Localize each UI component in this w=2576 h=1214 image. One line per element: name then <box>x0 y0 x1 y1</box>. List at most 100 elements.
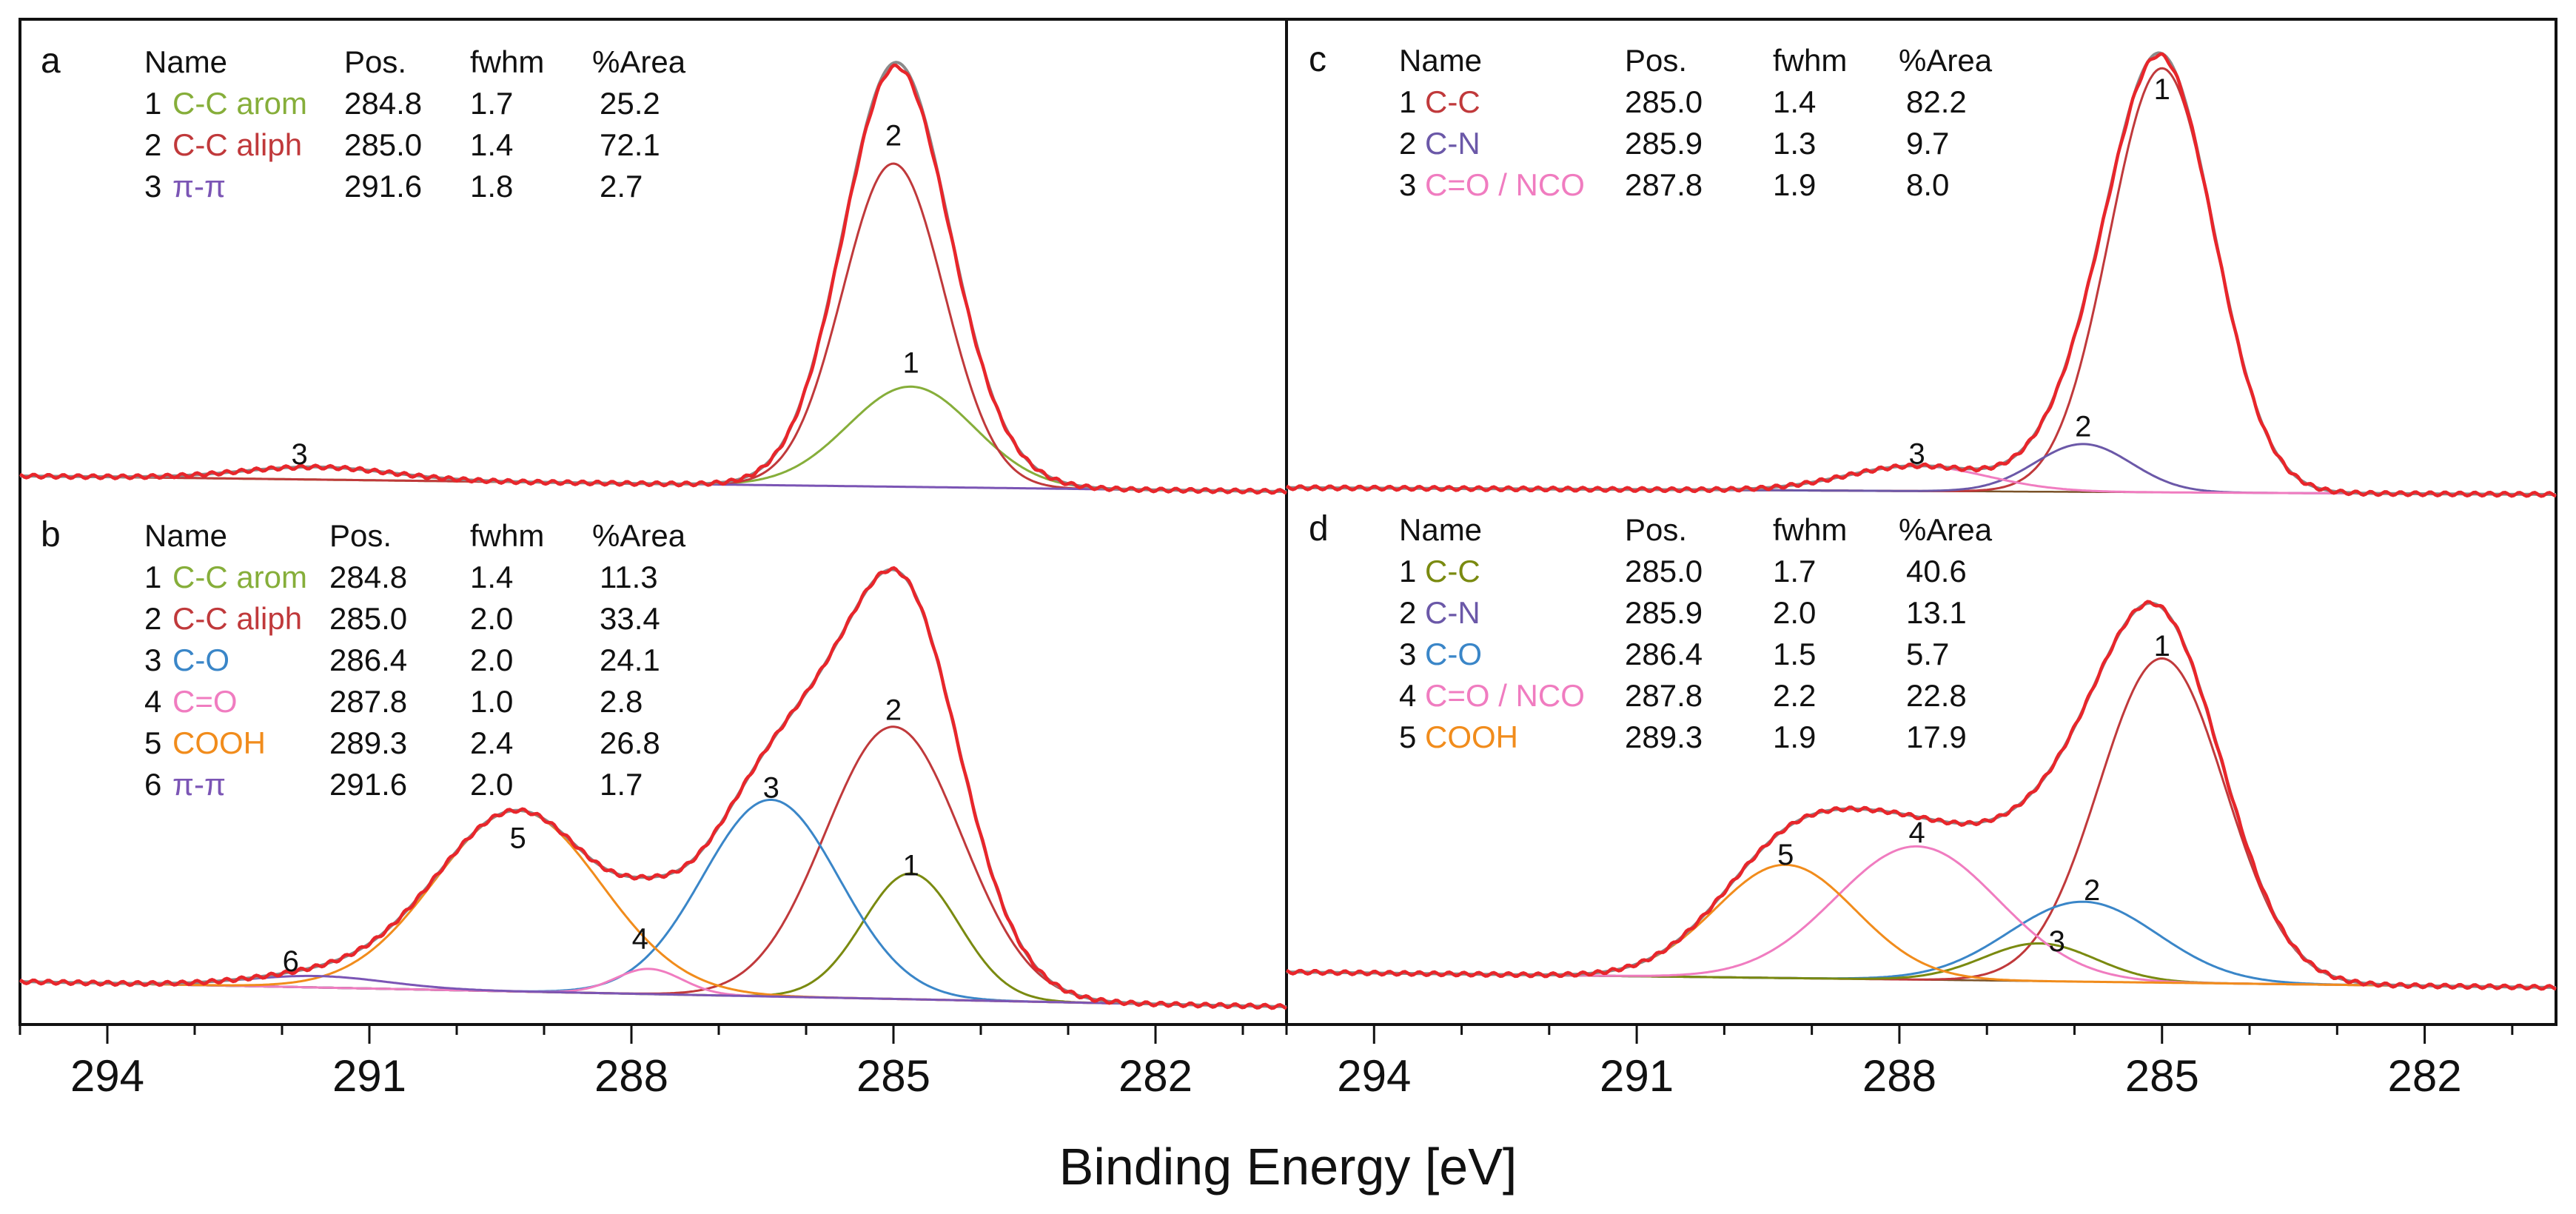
panel-c-row-number: 2 <box>1399 126 1416 161</box>
panel-b-row-label: C=O <box>172 684 238 719</box>
panel-c-row-value: 82.2 <box>1906 84 1967 119</box>
x-tick-label-288: 288 <box>1862 1051 1936 1101</box>
panel-b-row-value: 286.4 <box>329 643 407 677</box>
panel-a-row-value: 1.4 <box>470 127 513 162</box>
panel-a-header-1: Pos. <box>344 44 406 79</box>
panel-a-row-value: 1.8 <box>470 169 513 204</box>
panel-d-row-number: 1 <box>1399 554 1416 588</box>
panel-a-peak-label-3: 3 <box>291 438 307 471</box>
panel-c-row-number: 3 <box>1399 167 1416 202</box>
panel-letter-a: a <box>41 41 61 81</box>
panel-b-peak-label-1: 1 <box>902 849 919 882</box>
panel-d-header-3: %Area <box>1899 512 1993 547</box>
panel-b-peak-label-3: 3 <box>763 771 779 804</box>
panel-b-peak-label-5: 5 <box>509 822 526 854</box>
panel-a-header-0: Name <box>144 44 227 79</box>
panel-d-row-label: C-C <box>1425 554 1480 588</box>
panel-a-table: a Name Pos. fwhm %Area 1 C-C arom 284.8 1.7 25.2 2… <box>41 41 686 204</box>
panel-b-peak-5 <box>19 809 1287 1008</box>
panel-c-table: c Name Pos. fwhm %Area 1 C-C 285.0 1.4 82.2 2 C-N 28… <box>1309 40 1993 202</box>
panel-d-row-value: 289.3 <box>1625 720 1703 754</box>
panel-b-table: b Name Pos. fwhm %Area 1 C-C arom 284.8 1.4 11.3 2… <box>41 515 686 802</box>
panel-a-row-number: 2 <box>144 127 161 162</box>
panel-a-row-value: 72.1 <box>600 127 660 162</box>
panel-c-row-value: 1.3 <box>1773 126 1816 161</box>
panel-b-row-value: 284.8 <box>329 560 407 594</box>
panel-b-header-0: Name <box>144 518 227 553</box>
panel-c-row-value: 1.4 <box>1773 84 1816 119</box>
x-tick-label-294: 294 <box>1337 1051 1411 1101</box>
panel-letter-c: c <box>1309 40 1326 79</box>
panel-b-row-value: 1.0 <box>470 684 513 719</box>
panel-b-row-number: 5 <box>144 725 161 760</box>
right-panel-frame <box>1285 18 2557 1026</box>
panel-b-header-2: fwhm <box>470 518 544 553</box>
panel-a-row-value: 2.7 <box>600 169 643 204</box>
panel-c-row-value: 1.9 <box>1773 167 1816 202</box>
panel-a-row-label: C-C arom <box>172 86 307 121</box>
panel-b-row-number: 6 <box>144 767 161 802</box>
panel-d-header-2: fwhm <box>1773 512 1847 547</box>
panel-a-row-value: 1.7 <box>470 86 513 121</box>
panel-c-header-2: fwhm <box>1773 43 1847 78</box>
panel-b-row-number: 3 <box>144 643 161 677</box>
panel-b-row-label: C-C aliph <box>172 601 302 636</box>
panel-d-peak-label-1: 1 <box>2154 630 2170 663</box>
panel-a-header-2: fwhm <box>470 44 544 79</box>
table-layer: a Name Pos. fwhm %Area 1 C-C arom 284.8 1.7 25.2 2… <box>41 40 1993 802</box>
panel-d-peak-4 <box>1287 845 2556 989</box>
panel-b-row-value: 33.4 <box>600 601 660 636</box>
panel-b-row-value: 2.4 <box>470 725 513 760</box>
panel-d-row-value: 287.8 <box>1625 678 1703 713</box>
panel-d-peak-label-3: 3 <box>2049 925 2065 958</box>
x-tick-label-288: 288 <box>594 1051 668 1101</box>
panel-c-row-label: C=O / NCO <box>1425 167 1585 202</box>
panel-c-row-value: 9.7 <box>1906 126 1949 161</box>
x-tick-label-294: 294 <box>70 1051 144 1101</box>
x-axis-right: 294 291 288 285 282 <box>1285 1024 2514 1101</box>
panel-b-plot: 1 2 3 4 5 6 <box>19 566 1287 1010</box>
panel-b-row-value: 1.4 <box>470 560 513 594</box>
panel-d-row-value: 17.9 <box>1906 720 1967 754</box>
panel-b-row-value: 2.8 <box>600 684 643 719</box>
panel-d-row-value: 1.5 <box>1773 637 1816 671</box>
panel-d-header-1: Pos. <box>1625 512 1687 547</box>
panel-d-row-value: 1.9 <box>1773 720 1816 754</box>
x-axis-left: 294 291 288 285 282 <box>19 1024 1244 1101</box>
panel-d-row-number: 4 <box>1399 678 1416 713</box>
panel-b-row-number: 4 <box>144 684 161 719</box>
panel-a-row-number: 3 <box>144 169 161 204</box>
panel-d-table: d Name Pos. fwhm %Area 1 C-C 285.0 1.7 40.6 2 C-N 28… <box>1309 509 1993 754</box>
panel-b-row-value: 289.3 <box>329 725 407 760</box>
panel-c-header-3: %Area <box>1899 43 1993 78</box>
panel-c-row-number: 1 <box>1399 84 1416 119</box>
panel-a-row-value: 25.2 <box>600 86 660 121</box>
panel-c-plot: 1 2 3 <box>1285 51 2557 498</box>
panel-b-peak-1 <box>19 872 1287 1008</box>
panel-d-row-number: 5 <box>1399 720 1416 754</box>
panel-a-envelope <box>19 63 1287 495</box>
panel-c-row-value: 287.8 <box>1625 167 1703 202</box>
x-tick-label-282: 282 <box>2388 1051 2462 1101</box>
panel-letter-d: d <box>1309 509 1329 549</box>
panel-d-row-label: C-O <box>1425 637 1482 671</box>
panel-c-peak-label-1: 1 <box>2154 73 2170 106</box>
axis-layer: 294 291 288 285 282 294 291 288 285 282 <box>19 1024 2514 1101</box>
panel-d-row-label: COOH <box>1425 720 1518 754</box>
panel-b-peak-3 <box>19 798 1287 1008</box>
panel-d-row-number: 2 <box>1399 595 1416 630</box>
panel-d-row-value: 40.6 <box>1906 554 1967 588</box>
panel-b-row-value: 2.0 <box>470 767 513 802</box>
panel-a-peak-label-1: 1 <box>902 346 919 379</box>
panel-c-row-value: 285.0 <box>1625 84 1703 119</box>
panel-a-row-number: 1 <box>144 86 161 121</box>
panel-d-row-value: 22.8 <box>1906 678 1967 713</box>
panel-b-row-value: 2.0 <box>470 643 513 677</box>
panel-b-row-value: 11.3 <box>600 560 658 594</box>
panel-d-peak-label-5: 5 <box>1777 839 1794 871</box>
panel-letter-b: b <box>41 515 61 554</box>
x-tick-label-285: 285 <box>2125 1051 2199 1101</box>
panel-b-row-label: π-π <box>172 767 226 802</box>
x-tick-label-282: 282 <box>1118 1051 1193 1101</box>
